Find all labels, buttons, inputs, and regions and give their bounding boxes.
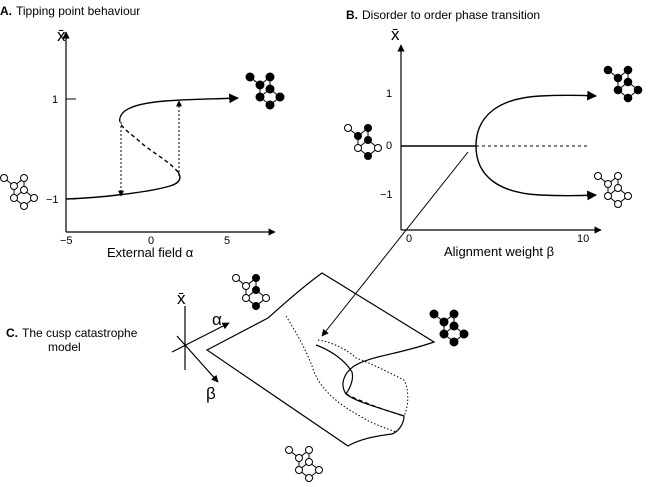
panel-c-title-line2: model bbox=[48, 340, 81, 354]
network-icon-empty-c bbox=[285, 446, 323, 482]
panel-b-lower-branch bbox=[475, 145, 597, 201]
network-icon-ordered-a bbox=[245, 72, 285, 110]
cusp-dotted-right bbox=[317, 339, 409, 417]
panel-b: B. Disorder to order phase transition x̄… bbox=[321, 8, 643, 337]
panel-c-axis-alpha: α bbox=[212, 310, 222, 329]
network-icon-empty-a bbox=[0, 174, 38, 210]
panel-b-to-c-arrow bbox=[321, 151, 469, 337]
panel-a-ytick-neg1: −1 bbox=[46, 194, 59, 206]
panel-a-xtick-neg5: −5 bbox=[60, 235, 73, 247]
panel-c-axis-xbar: x̄ bbox=[177, 289, 186, 308]
panel-c-axis-beta: β bbox=[206, 384, 216, 403]
panel-b-ylabel: x̄ bbox=[391, 25, 400, 44]
panel-b-xlabel: Alignment weight β bbox=[444, 244, 554, 259]
cusp-surface-outline bbox=[205, 272, 436, 447]
cusp-fold-dashed bbox=[345, 393, 405, 417]
panel-b-xtick-10: 10 bbox=[577, 233, 589, 245]
panel-a: A. Tipping point behaviour x̄ 1 −1 −5 0 … bbox=[0, 4, 285, 260]
panel-a-lower-branch bbox=[65, 171, 181, 200]
cusp-fold-upper bbox=[315, 344, 354, 395]
panel-a-ylabel: x̄ bbox=[57, 26, 66, 45]
panel-b-title: Disorder to order phase transition bbox=[362, 8, 540, 22]
panel-a-letter: A. bbox=[0, 4, 12, 18]
panel-c-alpha-axis bbox=[171, 322, 230, 353]
panel-b-ytick-1: 1 bbox=[386, 88, 392, 100]
panel-a-ytick-1: 1 bbox=[52, 94, 58, 106]
panel-b-upper-branch bbox=[475, 90, 597, 147]
panel-a-xlabel: External field α bbox=[107, 245, 194, 260]
panel-b-xtick-0: 0 bbox=[406, 233, 412, 245]
panel-c-title-line1: The cusp catastrophe bbox=[22, 326, 138, 340]
panel-c-beta-axis bbox=[176, 335, 219, 383]
panel-a-title: Tipping point behaviour bbox=[16, 4, 140, 18]
panel-a-upper-branch bbox=[119, 93, 239, 119]
network-icon-mixed-b bbox=[344, 124, 382, 160]
panel-c-letter: C. bbox=[6, 326, 18, 340]
network-icon-ordered-b-top bbox=[603, 65, 643, 103]
network-icon-empty-b bbox=[594, 172, 632, 208]
panel-a-unstable-branch bbox=[119, 117, 179, 173]
network-icon-mixed-c bbox=[232, 274, 270, 310]
panel-b-ytick-neg1: −1 bbox=[380, 189, 393, 201]
panel-a-xtick-0: 0 bbox=[148, 235, 154, 247]
panel-b-ytick-0: 0 bbox=[386, 140, 392, 152]
panel-a-xtick-5: 5 bbox=[224, 235, 230, 247]
panel-b-letter: B. bbox=[346, 8, 358, 22]
cusp-dotted-left bbox=[285, 315, 397, 433]
network-icon-ordered-c bbox=[429, 309, 469, 347]
panel-c: C. The cusp catastrophe model x̄ α β bbox=[6, 272, 469, 482]
